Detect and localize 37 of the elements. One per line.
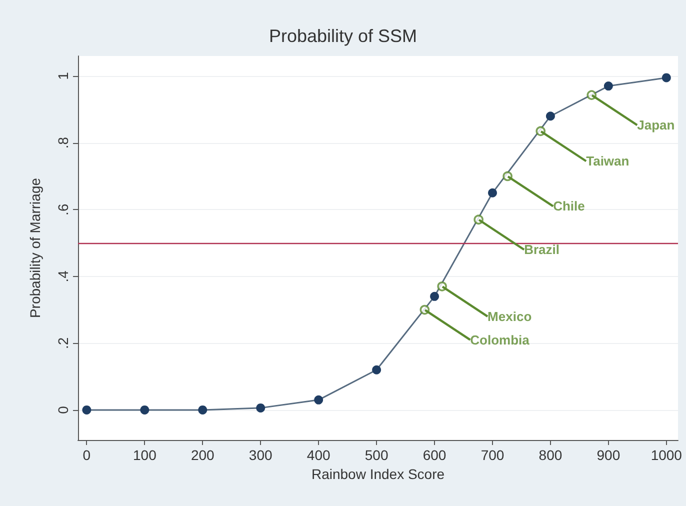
point [314, 395, 324, 404]
point [256, 403, 266, 412]
point [198, 405, 208, 414]
y-tick-label: .8 [55, 136, 71, 149]
x-tick-label: 200 [190, 447, 215, 463]
point [604, 82, 613, 91]
point [140, 405, 150, 414]
x-tick-label: 0 [82, 447, 91, 463]
annotation: Japan [637, 118, 675, 133]
y-tick-label: 1 [55, 72, 71, 80]
y-tick-label: .2 [55, 337, 71, 350]
x-tick-label: 500 [364, 447, 388, 463]
annotation: Colombia [470, 332, 530, 348]
point [488, 188, 497, 198]
chart-title: Probability of SSM [268, 26, 418, 46]
annotation: Chile [553, 198, 585, 214]
annotation: Mexico [488, 308, 532, 324]
annotation: Taiwan [586, 154, 630, 169]
point [662, 73, 671, 82]
point [430, 292, 440, 301]
y-tick-label: 0 [55, 406, 71, 414]
x-axis-title: Rainbow Index Score [311, 466, 445, 482]
point [82, 405, 92, 414]
x-tick-label: 300 [248, 447, 272, 463]
x-tick-label: 800 [538, 447, 562, 463]
y-tick-label: .4 [55, 270, 71, 282]
x-tick-label: 100 [132, 447, 157, 463]
y-tick-label: .6 [55, 204, 71, 216]
x-tick-label: 600 [422, 447, 446, 463]
x-tick-label: 400 [306, 447, 330, 463]
x-tick-label: 700 [480, 447, 504, 463]
y-axis-title: Probability of Marriage [27, 178, 43, 318]
point [372, 365, 382, 374]
annotation: Brazil [524, 242, 560, 258]
x-tick-label: 1000 [650, 447, 682, 463]
point [546, 112, 555, 121]
x-tick-label: 900 [596, 447, 620, 463]
